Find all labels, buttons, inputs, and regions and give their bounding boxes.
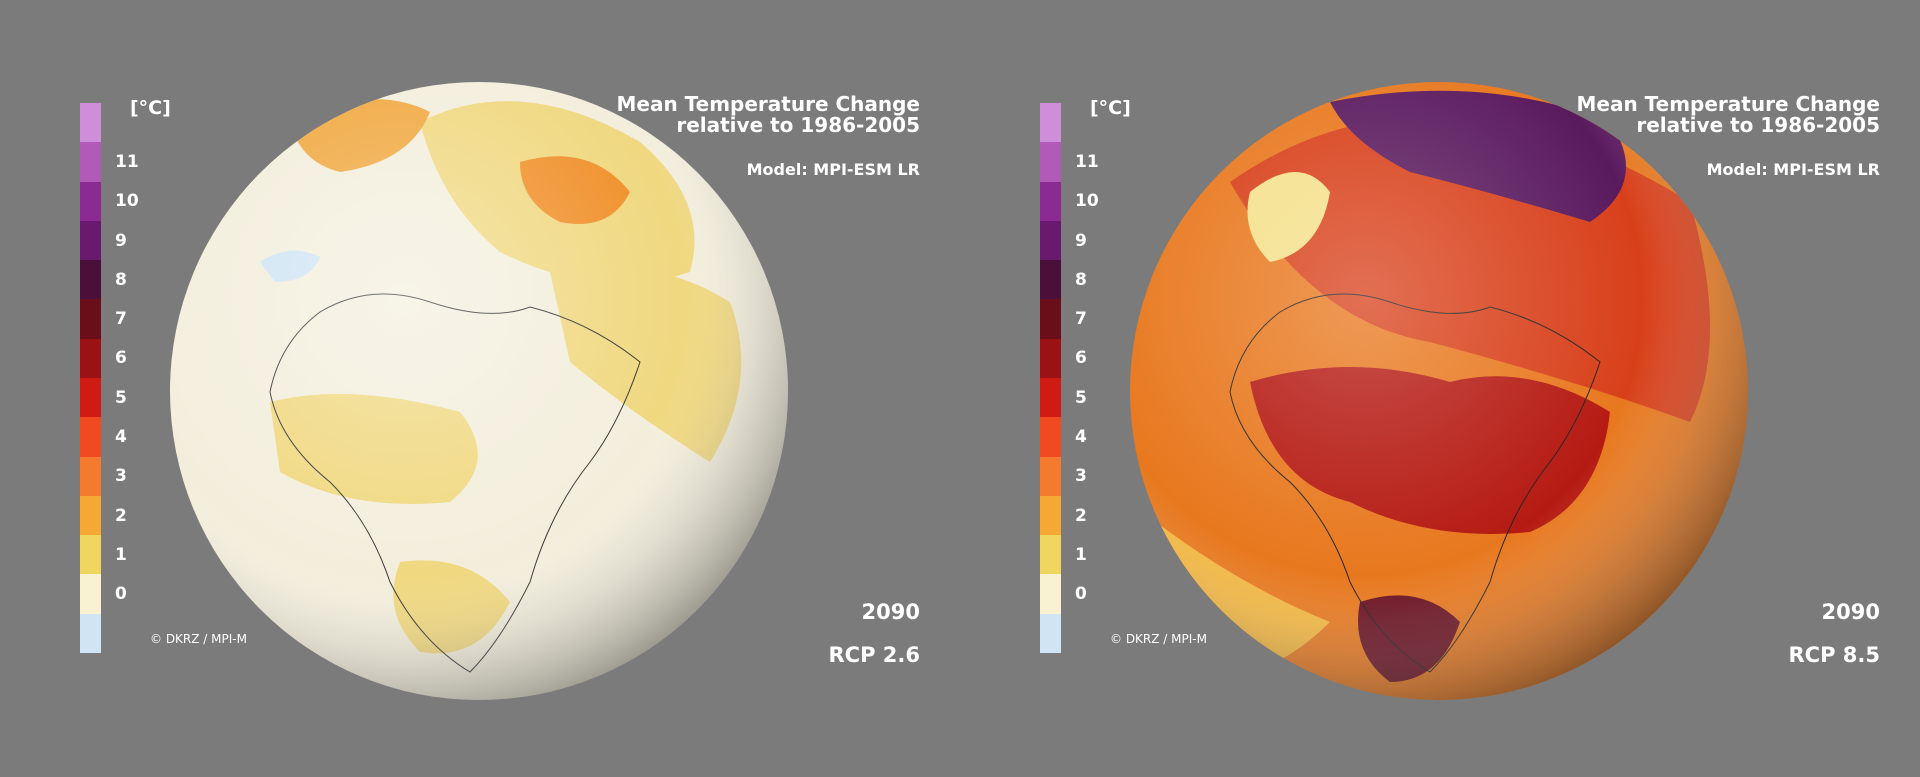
legend-tick-label: 6 — [1075, 348, 1087, 369]
legend-swatch — [1040, 260, 1061, 300]
legend-swatch — [1040, 417, 1061, 457]
legend-swatch — [1040, 103, 1061, 143]
legend-swatch — [80, 181, 101, 221]
legend-swatch — [80, 299, 101, 339]
legend-tick-label: 10 — [115, 191, 139, 212]
legend-tick-label: 0 — [1075, 584, 1087, 605]
legend-tick-label: 11 — [115, 151, 139, 172]
legend-swatch — [1040, 456, 1061, 496]
legend-color-bar — [1040, 103, 1061, 653]
legend-swatch — [80, 535, 101, 575]
legend-tick-label: 5 — [1075, 387, 1087, 408]
legend-unit: [°C] — [130, 97, 171, 119]
legend-swatch — [80, 495, 101, 536]
legend-swatch — [80, 574, 101, 614]
legend-swatch — [1040, 574, 1061, 614]
legend-unit: [°C] — [1090, 97, 1131, 119]
credit-label: © DKRZ / MPI-M — [1110, 632, 1207, 646]
title-line-2: relative to 1986-2005 — [676, 113, 920, 137]
legend-swatch — [80, 220, 101, 261]
legend-tick-label: 8 — [115, 269, 127, 290]
legend-swatch — [1040, 181, 1061, 221]
legend-swatch — [80, 417, 101, 457]
legend-swatch — [80, 260, 101, 300]
legend-tick-label: 1 — [1075, 544, 1087, 565]
legend-tick-label: 6 — [115, 348, 127, 369]
legend-swatch — [1040, 377, 1061, 418]
title-line-1: Mean Temperature Change — [1576, 92, 1880, 116]
legend-swatch — [1040, 299, 1061, 339]
legend-tick-label: 2 — [1075, 505, 1087, 526]
credit-label: © DKRZ / MPI-M — [150, 632, 247, 646]
title-line-1: Mean Temperature Change — [616, 92, 920, 116]
legend-tick-label: 9 — [1075, 230, 1087, 251]
legend-tick-label: 7 — [1075, 309, 1087, 330]
globe-map — [1130, 82, 1748, 700]
legend-tick-label: 4 — [115, 426, 127, 447]
panel-rcp26: [°C] 11 10 9 8 7 6 5 4 3 2 1 0 Mean Temperature Cha… — [80, 82, 921, 700]
legend-swatch — [80, 338, 101, 378]
map-title: Mean Temperature Change relative to 1986… — [1576, 94, 1880, 136]
legend-tick-label: 4 — [1075, 426, 1087, 447]
legend-tick-label: 3 — [115, 466, 127, 487]
legend-tick-label: 7 — [115, 309, 127, 330]
legend-swatch — [80, 142, 101, 182]
legend-swatch — [1040, 495, 1061, 536]
model-label: Model: MPI-ESM LR — [746, 160, 920, 179]
legend-tick-label: 5 — [115, 387, 127, 408]
legend-swatch — [80, 613, 101, 653]
legend-tick-label: 3 — [1075, 466, 1087, 487]
legend-color-bar — [80, 103, 101, 653]
temperature-legend: [°C] 11 10 9 8 7 6 5 4 3 2 1 0 — [1040, 97, 1170, 653]
temperature-legend: [°C] 11 10 9 8 7 6 5 4 3 2 1 0 — [80, 97, 210, 653]
legend-tick-label: 11 — [1075, 151, 1099, 172]
globe-map — [170, 82, 788, 700]
legend-tick-label: 1 — [115, 544, 127, 565]
scenario-label: RCP 2.6 — [828, 643, 921, 667]
map-title: Mean Temperature Change relative to 1986… — [616, 94, 920, 136]
legend-tick-label: 9 — [115, 230, 127, 251]
legend-swatch — [1040, 535, 1061, 575]
legend-swatch — [80, 377, 101, 418]
legend-tick-label: 0 — [115, 584, 127, 605]
model-label: Model: MPI-ESM LR — [1706, 160, 1880, 179]
legend-swatch — [80, 456, 101, 496]
legend-tick-label: 8 — [1075, 269, 1087, 290]
year-label: 2090 — [1821, 600, 1880, 624]
panel-rcp85: [°C] 11 10 9 8 7 6 5 4 3 2 1 0 Mean Temperature Cha… — [960, 0, 1920, 777]
title-line-2: relative to 1986-2005 — [1636, 113, 1880, 137]
legend-swatch — [1040, 613, 1061, 653]
legend-swatch — [80, 103, 101, 143]
legend-swatch — [1040, 220, 1061, 261]
legend-tick-label: 10 — [1075, 191, 1099, 212]
year-label: 2090 — [861, 600, 920, 624]
legend-swatch — [1040, 142, 1061, 182]
legend-swatch — [1040, 338, 1061, 378]
scenario-label: RCP 8.5 — [1788, 643, 1881, 667]
legend-tick-label: 2 — [115, 505, 127, 526]
